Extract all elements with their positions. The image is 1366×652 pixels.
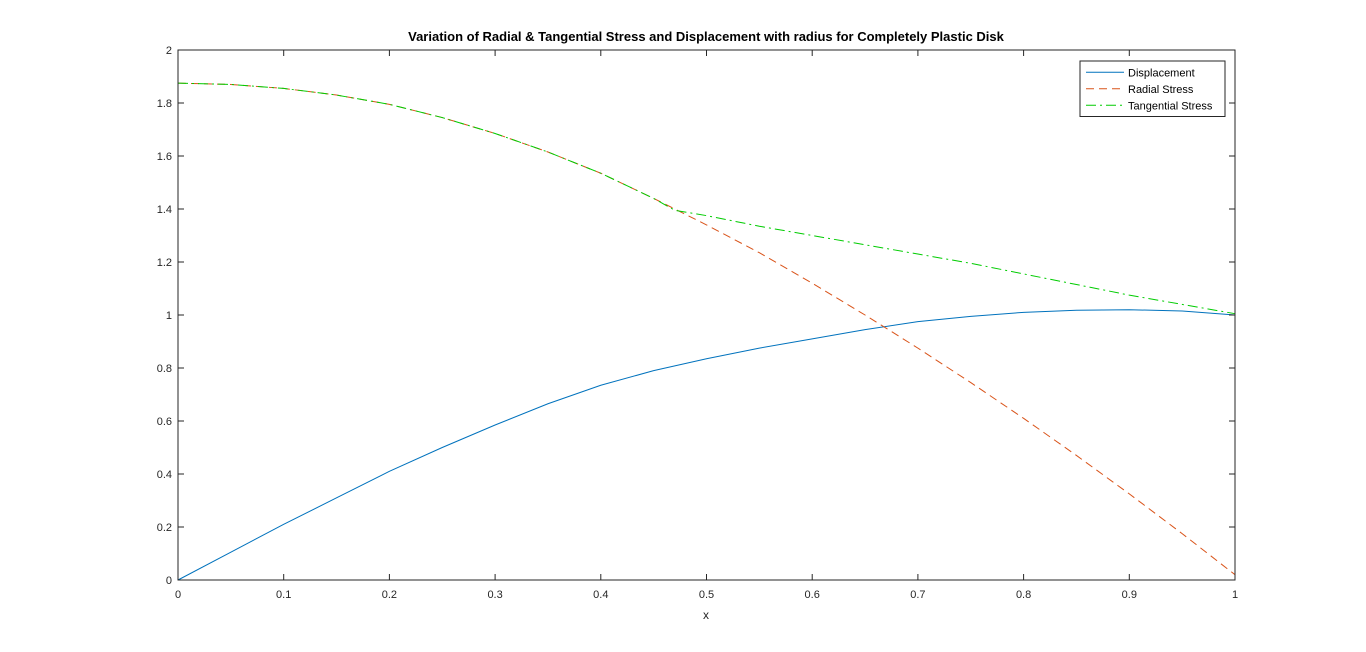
x-tick-label: 0.1 — [276, 589, 291, 601]
ticks-layer: 0 0.1 0.2 0.3 0.4 0.5 0.6 0.7 0.8 0.9 1 0 0.2 0.4 0.6 0… — [157, 45, 1238, 601]
y-tick-label: 0 — [166, 575, 172, 587]
y-tick-label: 0.2 — [157, 522, 172, 534]
x-tick-label: 0.5 — [699, 589, 714, 601]
x-tick-label: 0.6 — [805, 589, 820, 601]
series-line-2 — [177, 82, 1236, 315]
x-tick-label: 0.3 — [487, 589, 502, 601]
legend-label-1: Radial Stress — [1128, 84, 1194, 96]
legend-label-0: Displacement — [1128, 67, 1195, 79]
chart-title: Variation of Radial & Tangential Stress … — [408, 29, 1005, 44]
x-tick-label: 0.4 — [593, 589, 608, 601]
y-tick-label: 0.8 — [157, 363, 172, 375]
y-tick-label: 0.6 — [157, 416, 172, 428]
series-line-0 — [177, 309, 1236, 581]
y-tick-label: 1.4 — [157, 204, 172, 216]
series-layer — [177, 82, 1236, 581]
y-tick-label: 2 — [166, 45, 172, 57]
legend-label-2: Tangential Stress — [1128, 100, 1213, 112]
y-tick-label: 0.4 — [157, 469, 172, 481]
x-tick-label: 0.2 — [382, 589, 397, 601]
x-tick-label: 0.8 — [1016, 589, 1031, 601]
y-tick-label: 1 — [166, 310, 172, 322]
y-tick-label: 1.2 — [157, 257, 172, 269]
x-axis-label: x — [703, 608, 709, 622]
y-tick-label: 1.6 — [157, 151, 172, 163]
x-tick-label: 0.9 — [1122, 589, 1137, 601]
y-tick-label: 1.8 — [157, 98, 172, 110]
plot-area — [178, 50, 1235, 580]
legend: Displacement Radial Stress Tangential Stre… — [1079, 60, 1226, 117]
x-tick-label: 0 — [175, 589, 181, 601]
x-tick-label: 0.7 — [910, 589, 925, 601]
x-tick-label: 1 — [1232, 589, 1238, 601]
